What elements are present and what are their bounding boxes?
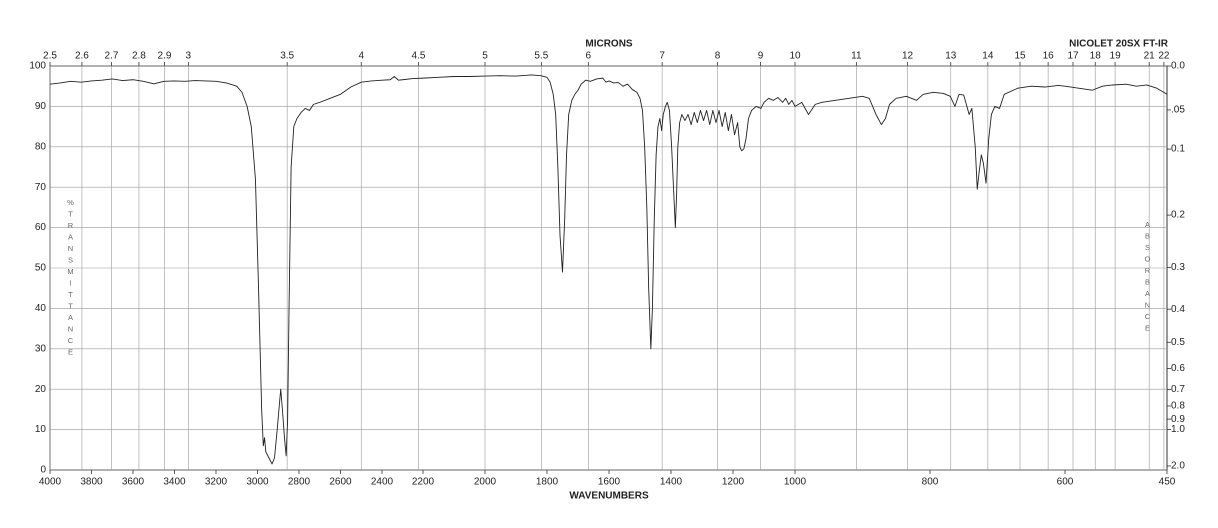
y2-tick-label: 0.7 xyxy=(1171,384,1185,395)
y2-tick-label: 0.3 xyxy=(1171,262,1185,273)
x2-tick-label: 14 xyxy=(982,51,994,62)
y-tick-label: 60 xyxy=(35,222,47,233)
x2-tick-label: 19 xyxy=(1110,51,1122,62)
x2-tick-label: 6 xyxy=(586,51,592,62)
x-tick-label: 1800 xyxy=(536,477,559,488)
x2-tick-label: 18 xyxy=(1090,51,1102,62)
x2-tick-label: 13 xyxy=(945,51,957,62)
x2-tick-label: 17 xyxy=(1067,51,1079,62)
y-tick-label: 70 xyxy=(35,182,47,193)
x2-tick-label: 16 xyxy=(1043,51,1055,62)
x-tick-label: 3200 xyxy=(205,477,228,488)
x-tick-label: 800 xyxy=(922,477,939,488)
x-tick-label: 1600 xyxy=(598,477,621,488)
x2-tick-label: 5 xyxy=(482,51,488,62)
y-tick-label: 90 xyxy=(35,101,47,112)
x-tick-label: 1000 xyxy=(784,477,807,488)
x-tick-label: 2600 xyxy=(329,477,352,488)
x-tick-label: 3800 xyxy=(80,477,103,488)
chart-title: NICOLET 20SX FT-IR xyxy=(1069,39,1169,50)
x2-tick-label: 4.5 xyxy=(411,51,425,62)
y-tick-label: 30 xyxy=(35,343,47,354)
x-tick-label: 3600 xyxy=(122,477,145,488)
y2-tick-label: 2.0 xyxy=(1171,461,1185,472)
x-tick-label: 1200 xyxy=(722,477,745,488)
y2-tick-label: 0.5 xyxy=(1171,337,1185,348)
y-tick-label: 50 xyxy=(35,263,47,274)
y2-tick-label: 0.8 xyxy=(1171,401,1185,412)
y-tick-label: 80 xyxy=(35,141,47,152)
x2-tick-label: 8 xyxy=(715,51,721,62)
x-tick-label: 450 xyxy=(1159,477,1176,488)
y-tick-label: 10 xyxy=(35,424,47,435)
x2-tick-label: 2.8 xyxy=(132,51,146,62)
x-tick-label: 2200 xyxy=(412,477,435,488)
y2-tick-label: 1.0 xyxy=(1171,424,1185,435)
x2-tick-label: 2.9 xyxy=(158,51,172,62)
x-tick-label: 2800 xyxy=(288,477,311,488)
x-tick-label: 2000 xyxy=(474,477,497,488)
x2-tick-label: 2.7 xyxy=(105,51,119,62)
y-tick-label: 40 xyxy=(35,303,47,314)
x-tick-label: 600 xyxy=(1057,477,1074,488)
x2-tick-label: 10 xyxy=(789,51,801,62)
x2-tick-label: 22 xyxy=(1158,51,1170,62)
y2-tick-label: 0.9 xyxy=(1171,414,1185,425)
x2-tick-label: 2.5 xyxy=(43,51,57,62)
spectrum-line xyxy=(49,74,1168,465)
y2-tick-label: 0.2 xyxy=(1171,210,1185,221)
y2-tick-label: 0.1 xyxy=(1171,144,1185,155)
y2-tick-label: 0.6 xyxy=(1171,363,1185,374)
x2-axis-title: MICRONS xyxy=(585,39,633,50)
y-axis-title: %TRANSMITTANCE xyxy=(66,198,75,359)
x2-tick-label: 7 xyxy=(659,51,665,62)
x-axis-title: WAVENUMBERS xyxy=(569,491,649,502)
x2-tick-label: 21 xyxy=(1144,51,1156,62)
x2-tick-label: 15 xyxy=(1014,51,1026,62)
x2-tick-label: 11 xyxy=(851,51,862,62)
x2-tick-label: 5.5 xyxy=(534,51,548,62)
x2-tick-label: 9 xyxy=(758,51,764,62)
y2-tick-label: 0.4 xyxy=(1171,304,1185,315)
x2-tick-label: 2.6 xyxy=(75,51,89,62)
y-tick-label: 20 xyxy=(35,384,47,395)
x2-tick-label: 4 xyxy=(358,51,364,62)
x2-tick-label: 12 xyxy=(902,51,914,62)
y-tick-label: 100 xyxy=(29,61,46,72)
y-tick-label: 0 xyxy=(40,465,46,476)
x2-tick-label: 3 xyxy=(186,51,192,62)
x-tick-label: 3000 xyxy=(246,477,269,488)
y2-axis-title: ABSORBANCE xyxy=(1143,220,1152,335)
x-tick-label: 4000 xyxy=(39,477,62,488)
x-tick-label: 2400 xyxy=(371,477,394,488)
y2-tick-label: 0.0 xyxy=(1171,61,1185,72)
y2-tick-label: .05 xyxy=(1171,105,1185,116)
x-tick-label: 1400 xyxy=(660,477,683,488)
x2-tick-label: 3.5 xyxy=(280,51,294,62)
x-tick-label: 3400 xyxy=(163,477,186,488)
